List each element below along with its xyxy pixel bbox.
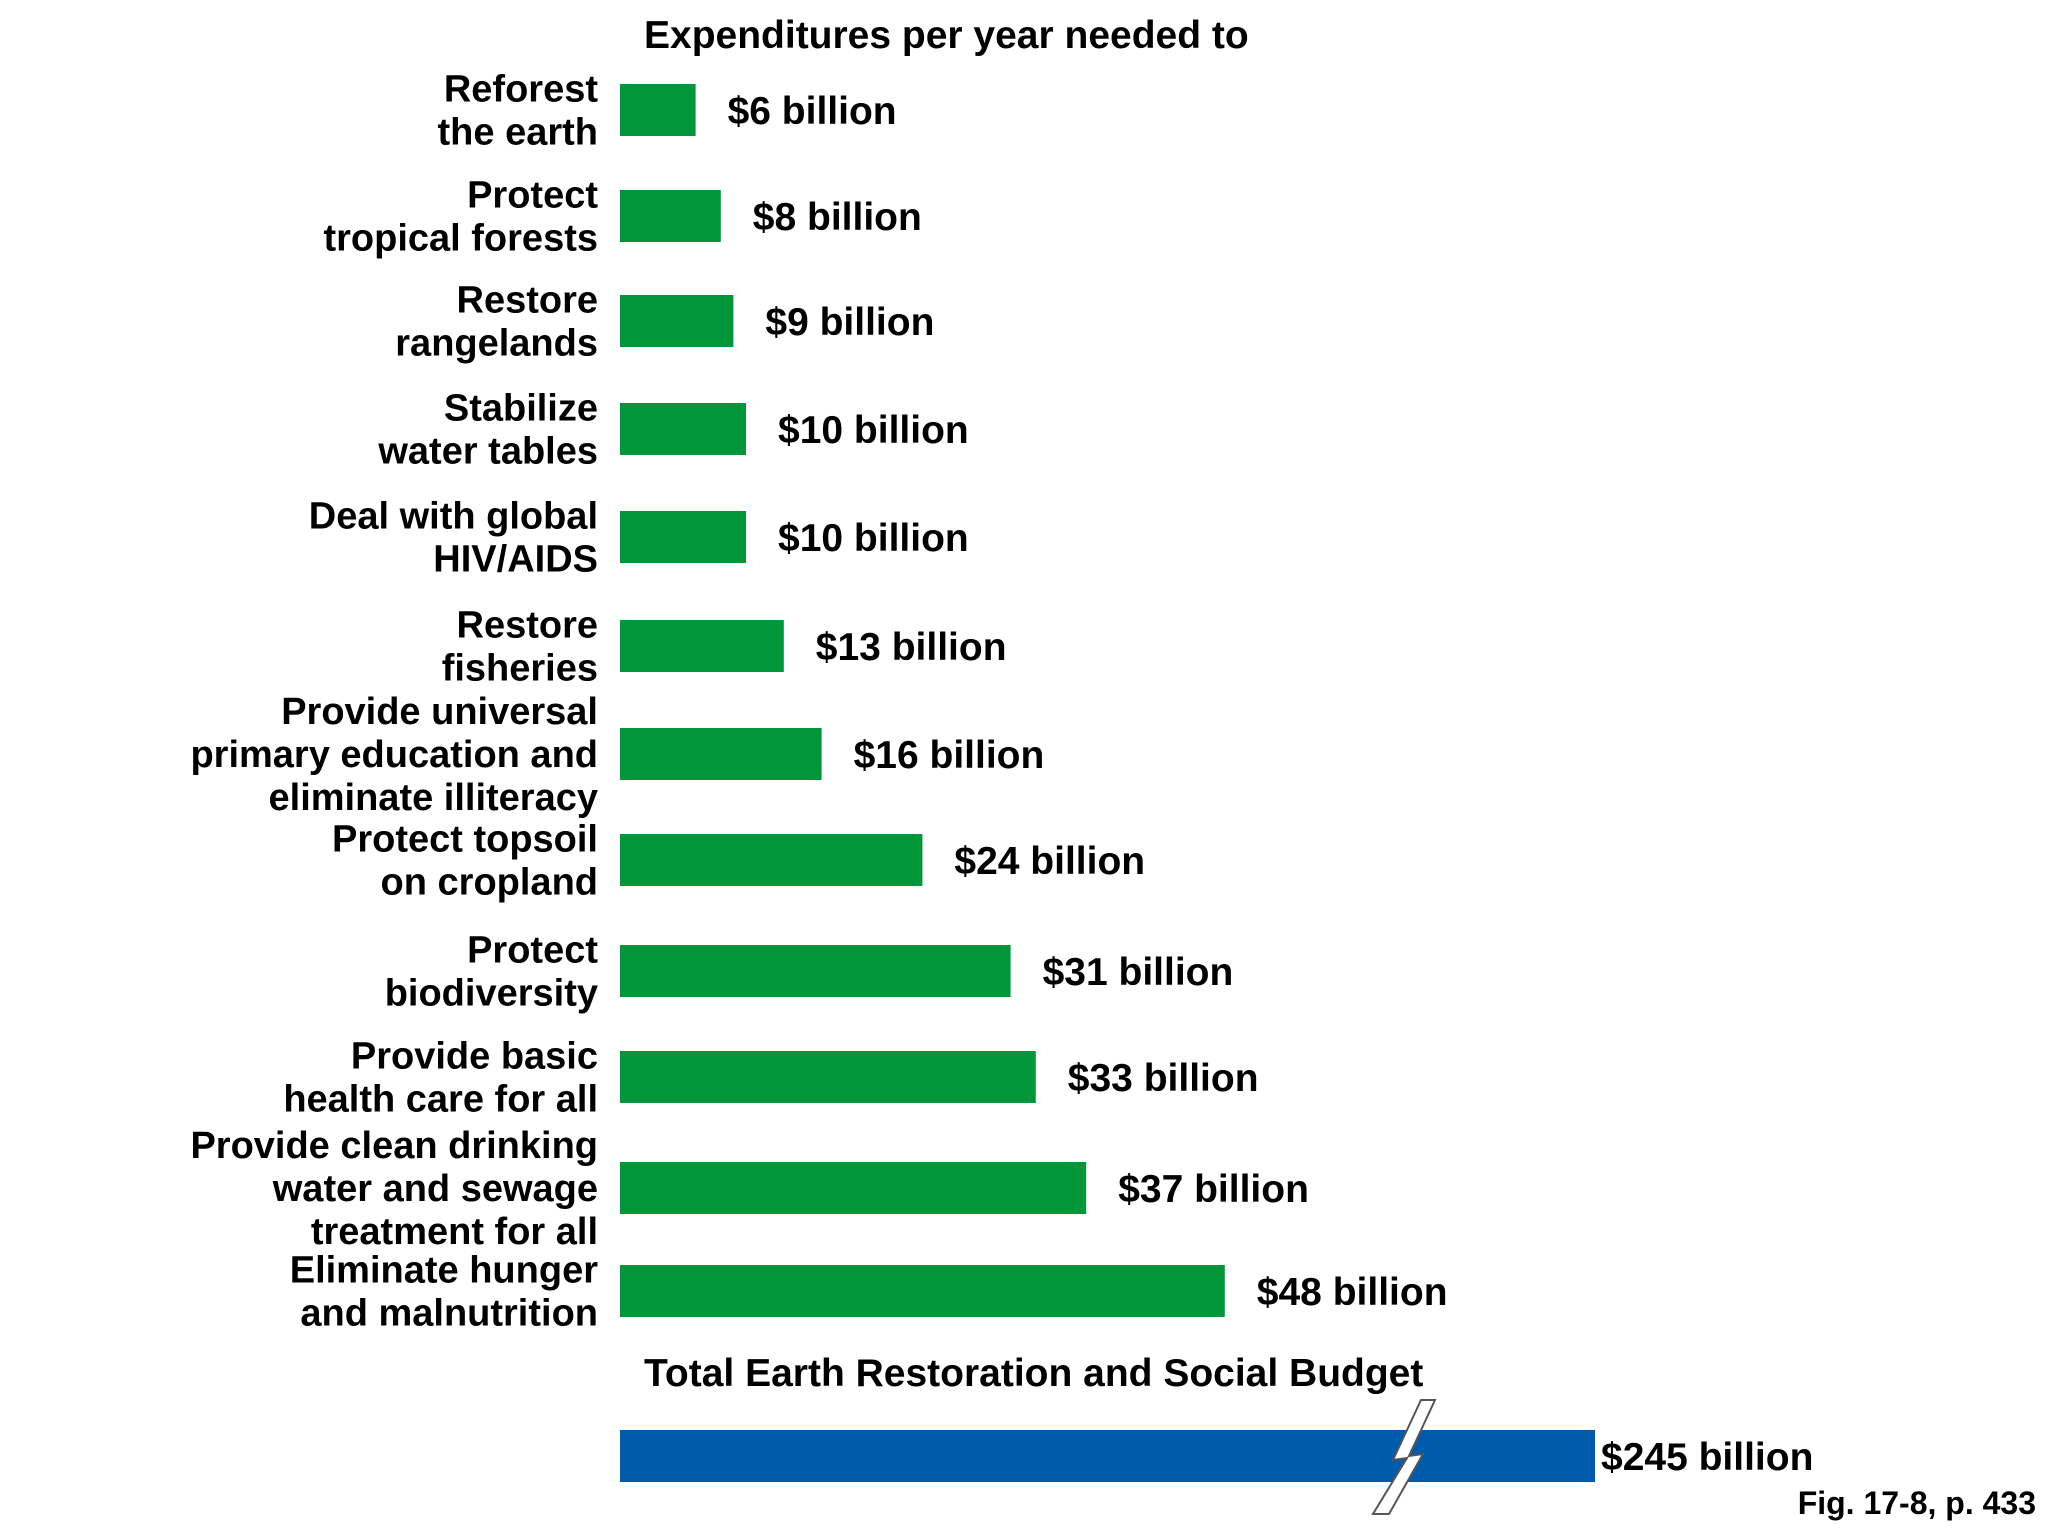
value-label-10: $37 billion	[1118, 1168, 1309, 1211]
bar-10	[620, 1162, 1087, 1214]
bar-7	[620, 834, 923, 886]
value-label-2: $9 billion	[765, 301, 934, 344]
bar-2	[620, 295, 734, 347]
value-label-5: $13 billion	[816, 626, 1007, 669]
bar-rows: $6 billion Reforest the earth $8 billion Pro…	[190, 69, 1447, 1335]
bar-6	[620, 728, 822, 780]
bar-0	[620, 84, 696, 136]
value-label-6: $16 billion	[854, 734, 1045, 777]
total-value-label: $245 billion	[1601, 1436, 1813, 1479]
figure-caption: Fig. 17-8, p. 433	[1797, 1485, 2036, 1521]
category-label-8: Protect biodiversity	[385, 930, 599, 1015]
bar-3	[620, 403, 746, 455]
chart-title: Expenditures per year needed to	[644, 14, 1249, 57]
bar-1	[620, 190, 721, 242]
value-label-4: $10 billion	[778, 517, 969, 560]
category-label-10: Provide clean drinking water and sewage tr…	[190, 1125, 598, 1253]
category-label-5: Restore fisheries	[442, 605, 598, 690]
category-label-1: Protect tropical forests	[323, 175, 598, 260]
total-label: Total Earth Restoration and Social Budge…	[644, 1352, 1423, 1395]
value-label-7: $24 billion	[954, 840, 1145, 883]
total-bar	[620, 1430, 1595, 1482]
bar-9	[620, 1051, 1036, 1103]
category-label-2: Restore rangelands	[395, 280, 598, 365]
bar-5	[620, 620, 784, 672]
category-label-9: Provide basic health care for all	[283, 1036, 598, 1121]
value-label-1: $8 billion	[753, 196, 922, 239]
value-label-8: $31 billion	[1043, 951, 1234, 994]
axis-break-mark	[1371, 1399, 1437, 1515]
category-label-6: Provide universal primary education and el…	[190, 691, 598, 819]
bar-8	[620, 945, 1011, 997]
value-label-3: $10 billion	[778, 409, 969, 452]
value-label-0: $6 billion	[728, 90, 897, 133]
category-label-0: Reforest the earth	[438, 69, 599, 154]
axis-break-glyph	[1371, 1399, 1437, 1515]
category-label-3: Stabilize water tables	[377, 388, 598, 473]
bar-4	[620, 511, 746, 563]
category-label-7: Protect topsoil on cropland	[332, 819, 598, 904]
category-label-11: Eliminate hunger and malnutrition	[290, 1250, 598, 1335]
value-label-9: $33 billion	[1068, 1057, 1259, 1100]
value-label-11: $48 billion	[1257, 1271, 1448, 1314]
category-label-4: Deal with global HIV/AIDS	[309, 496, 598, 581]
bar-11	[620, 1265, 1225, 1317]
